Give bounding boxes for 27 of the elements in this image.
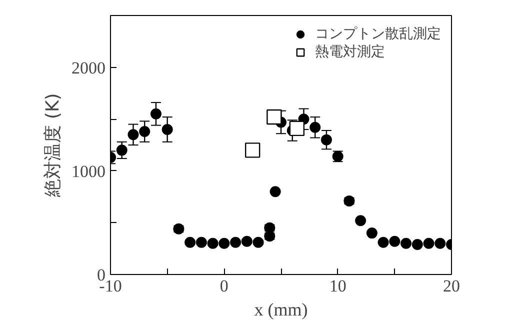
x-tick-label: 0 bbox=[220, 276, 228, 296]
point bbox=[116, 144, 128, 156]
point bbox=[434, 238, 446, 249]
point bbox=[162, 124, 173, 135]
point bbox=[355, 215, 366, 226]
point bbox=[378, 236, 389, 248]
point bbox=[423, 238, 434, 249]
y-axis-title: 絶対温度 (K) bbox=[42, 93, 64, 198]
point bbox=[310, 122, 321, 133]
point bbox=[270, 186, 281, 198]
point bbox=[128, 129, 139, 140]
point bbox=[412, 238, 423, 250]
point bbox=[320, 134, 332, 146]
y-tick-label: 1000 bbox=[72, 162, 106, 181]
point bbox=[266, 109, 282, 125]
x-tick-label: 10 bbox=[329, 276, 346, 296]
point bbox=[150, 108, 162, 120]
point bbox=[139, 126, 150, 138]
point bbox=[400, 238, 412, 249]
x-axis-title: x (mm) bbox=[254, 300, 308, 320]
point bbox=[244, 142, 260, 158]
y-tick-label: 2000 bbox=[72, 58, 106, 78]
x-tick-label: 20 bbox=[443, 276, 460, 296]
point bbox=[366, 228, 378, 239]
legend-label: 熱電対測定 bbox=[315, 43, 385, 61]
legend-label: コンプトン散乱測定 bbox=[315, 25, 441, 43]
point bbox=[389, 236, 400, 247]
